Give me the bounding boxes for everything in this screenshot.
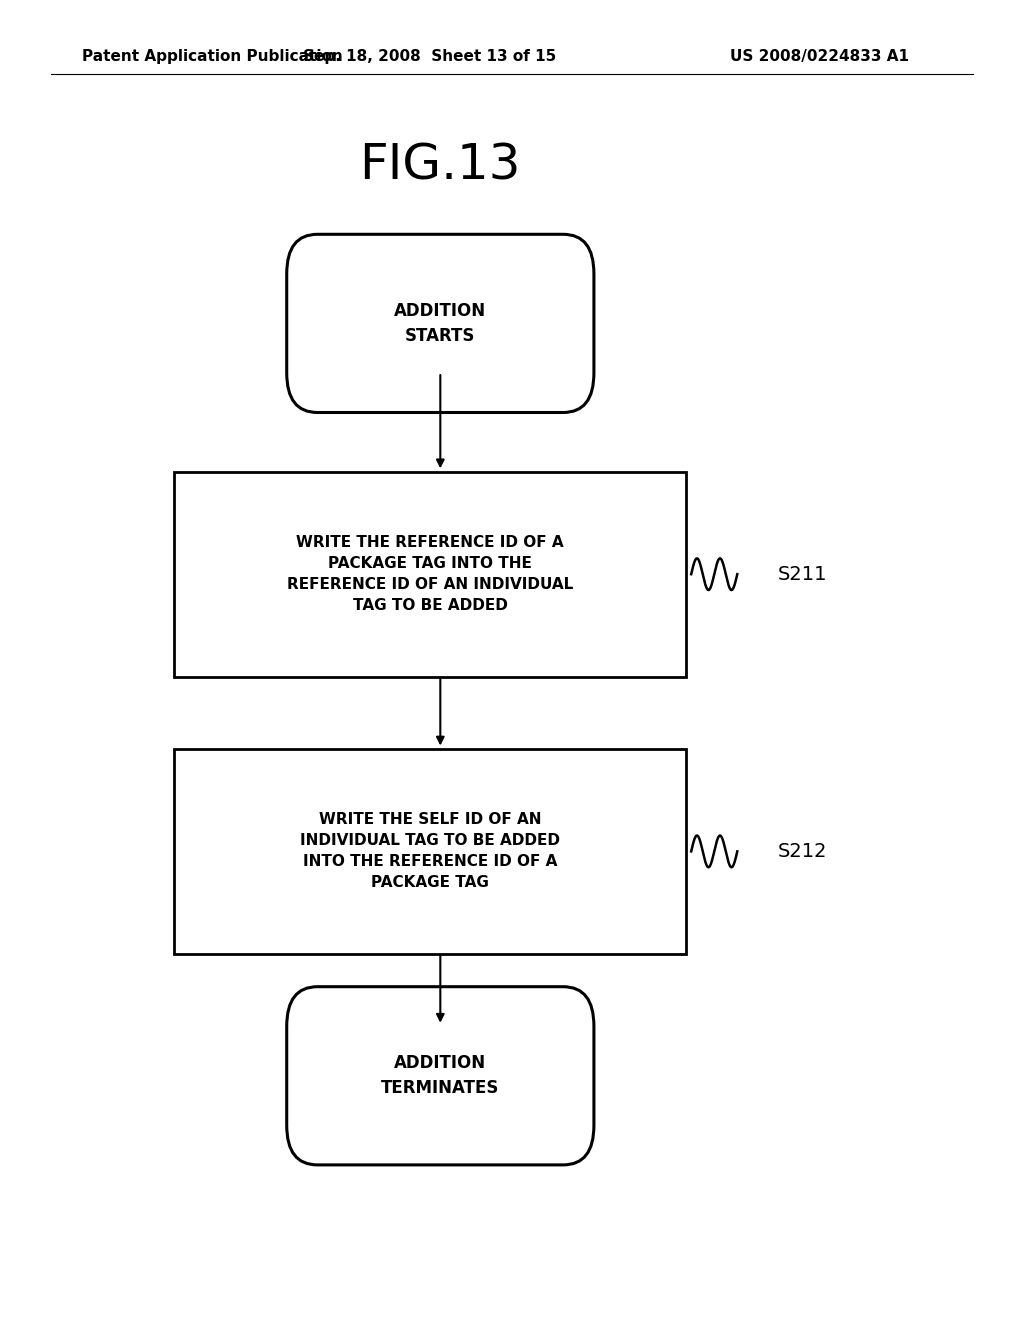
FancyBboxPatch shape	[287, 987, 594, 1166]
Text: WRITE THE REFERENCE ID OF A
PACKAGE TAG INTO THE
REFERENCE ID OF AN INDIVIDUAL
T: WRITE THE REFERENCE ID OF A PACKAGE TAG …	[287, 535, 573, 614]
Text: WRITE THE SELF ID OF AN
INDIVIDUAL TAG TO BE ADDED
INTO THE REFERENCE ID OF A
PA: WRITE THE SELF ID OF AN INDIVIDUAL TAG T…	[300, 812, 560, 891]
FancyBboxPatch shape	[287, 235, 594, 412]
Text: US 2008/0224833 A1: US 2008/0224833 A1	[730, 49, 908, 65]
Text: S211: S211	[778, 565, 827, 583]
Bar	[174, 750, 686, 953]
Text: FIG.13: FIG.13	[359, 141, 521, 189]
Bar	[174, 473, 686, 677]
Text: ADDITION
STARTS: ADDITION STARTS	[394, 302, 486, 345]
Text: Sep. 18, 2008  Sheet 13 of 15: Sep. 18, 2008 Sheet 13 of 15	[303, 49, 557, 65]
Text: S212: S212	[778, 842, 827, 861]
Text: Patent Application Publication: Patent Application Publication	[82, 49, 343, 65]
Text: ADDITION
TERMINATES: ADDITION TERMINATES	[381, 1055, 500, 1097]
